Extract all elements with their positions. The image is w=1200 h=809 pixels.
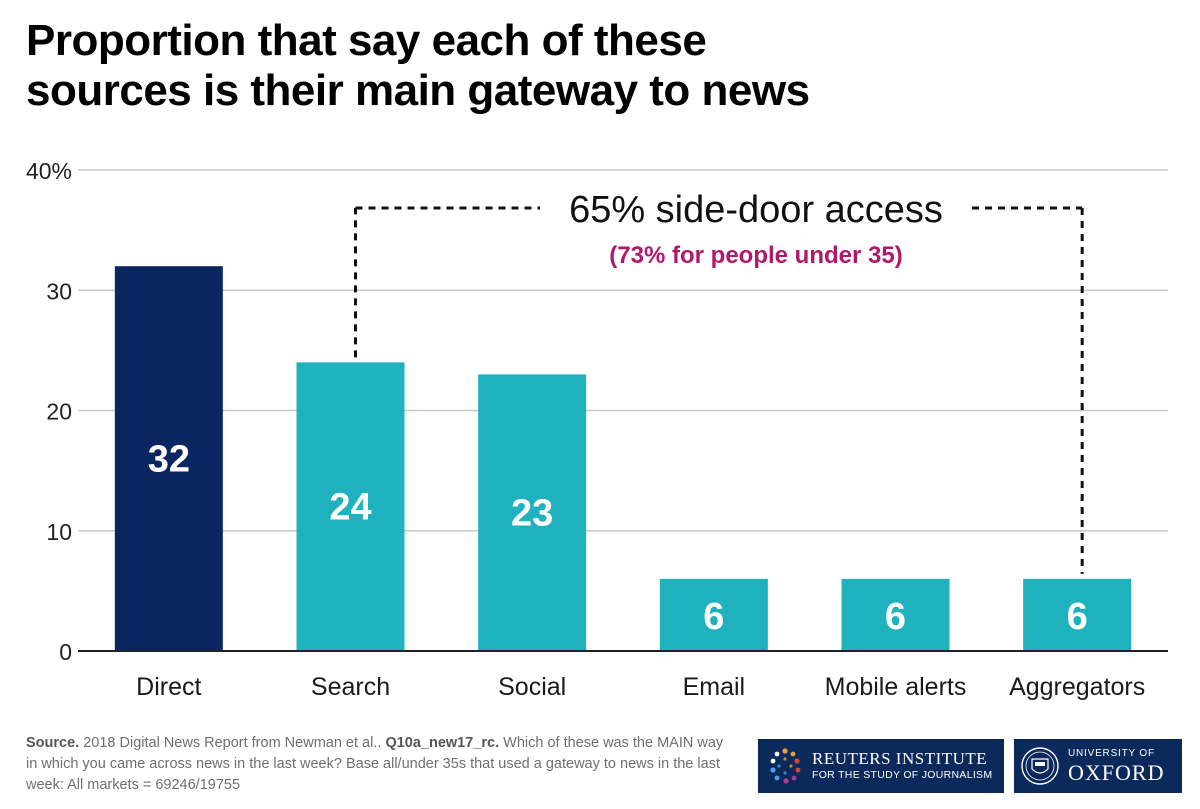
bar-value-label: 6 [1067, 596, 1088, 638]
annotation-text: 65% side-door access [569, 189, 943, 231]
annotation-subtext: (73% for people under 35) [609, 242, 902, 269]
source-label: Source. [26, 735, 80, 751]
bar-chart: 0 10 20 30 40% 32 Direct 24 Search 23 Social 6 Email… [26, 158, 1168, 701]
source-text: 2018 Digital News Report from Newman et … [79, 735, 386, 751]
oxford-university-logo: UNIVERSITY OF OXFORD [1014, 739, 1182, 793]
bar [841, 578, 950, 651]
source-note: Source. 2018 Digital News Report from Ne… [26, 733, 726, 796]
x-category-label: Search [311, 673, 390, 701]
y-tick-label: 20 [46, 399, 72, 425]
chart-title-line-2: sources is their main gateway to news [26, 66, 810, 115]
x-category-label: Direct [136, 673, 201, 701]
y-tick-label: 40% [26, 158, 72, 184]
x-category-label: Social [498, 673, 566, 701]
bar [1023, 578, 1132, 651]
bar-value-label: 32 [148, 439, 190, 481]
y-tick-label: 30 [46, 278, 72, 304]
question-text: Which of these was the MAIN way in which… [26, 735, 724, 793]
x-category-label: Mobile alerts [825, 673, 967, 701]
oxford-crest-icon [1021, 747, 1059, 785]
oxford-logo-line-1: UNIVERSITY OF [1068, 748, 1155, 759]
y-tick-label: 10 [46, 519, 72, 545]
y-tick-label: 0 [59, 639, 72, 665]
bar [114, 266, 223, 651]
question-code: Q10a_new17_rc. [385, 735, 500, 751]
bar-value-label: 24 [329, 487, 371, 529]
bar [296, 362, 405, 651]
bar-value-label: 6 [703, 596, 724, 638]
bar [478, 374, 587, 651]
reuters-dots-icon [770, 748, 801, 784]
x-category-label: Aggregators [1009, 673, 1145, 701]
reuters-logo-line-2: FOR THE STUDY OF JOURNALISM [812, 769, 993, 781]
chart-title: Proportion that say each of these source… [26, 16, 1026, 116]
oxford-logo-line-2: OXFORD [1068, 760, 1165, 785]
chart-title-line-1: Proportion that say each of these [26, 16, 707, 65]
x-category-label: Email [683, 673, 746, 701]
bar [659, 578, 768, 651]
reuters-logo-line-1: REUTERS INSTITUTE [812, 749, 988, 768]
bar-value-label: 6 [885, 596, 906, 638]
bar-value-label: 23 [511, 493, 553, 535]
reuters-institute-logo: REUTERS INSTITUTE FOR THE STUDY OF JOURN… [758, 739, 1004, 793]
